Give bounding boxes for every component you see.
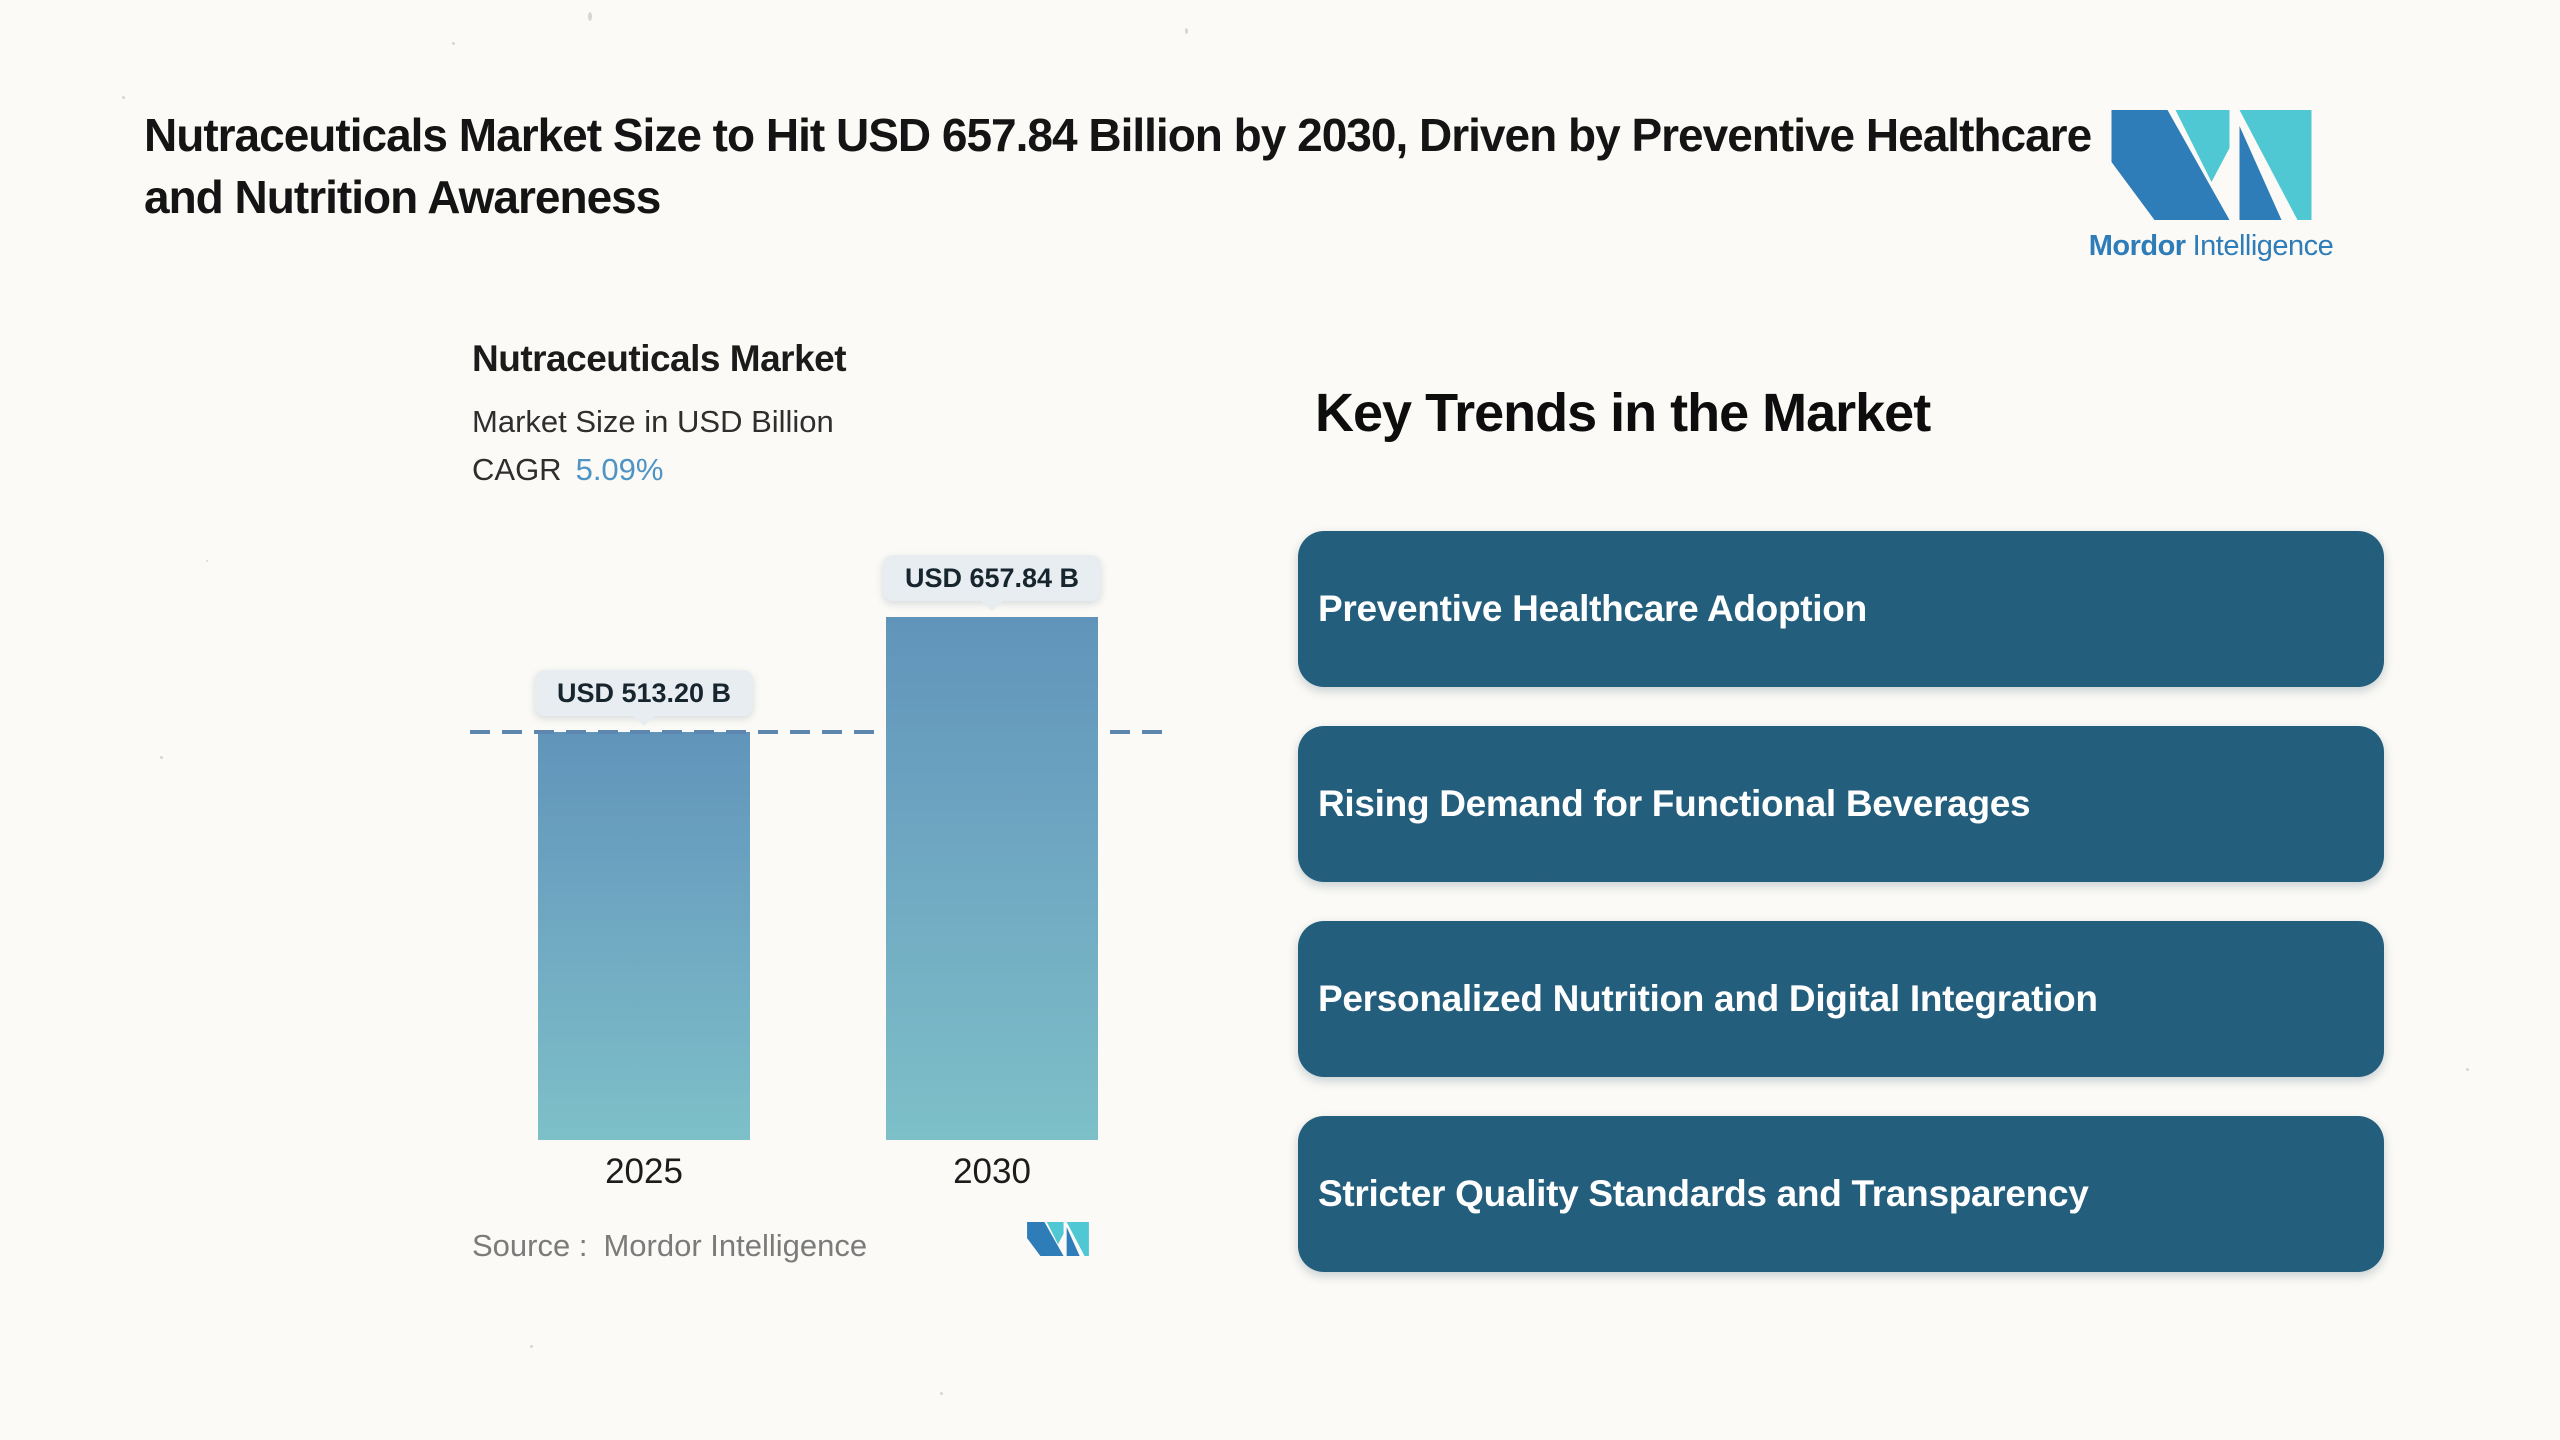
source-value: Mordor Intelligence <box>603 1228 868 1263</box>
background-speck <box>122 96 125 99</box>
trends-heading: Key Trends in the Market <box>1315 383 1931 443</box>
trend-pill-label: Rising Demand for Functional Beverages <box>1318 783 2031 824</box>
cagr-value: 5.09% <box>575 452 664 487</box>
reference-dashed-line <box>470 730 1170 734</box>
source-line: Source : Mordor Intelligence <box>472 1228 867 1264</box>
background-speck <box>160 756 163 759</box>
value-label-2030: USD 657.84 B <box>882 555 1102 601</box>
chart-cagr-line: CAGR 5.09% <box>472 452 663 488</box>
bar-2025 <box>538 732 750 1140</box>
background-speck <box>588 12 592 21</box>
x-axis-label-2030: 2030 <box>953 1152 1031 1191</box>
trend-pill-label: Preventive Healthcare Adoption <box>1318 588 1867 629</box>
x-axis-label-2025: 2025 <box>605 1152 683 1191</box>
page-title: Nutraceuticals Market Size to Hit USD 65… <box>144 109 2092 223</box>
brand-name-regular: Intelligence <box>2192 230 2334 262</box>
background-speck <box>452 42 455 45</box>
mordor-intelligence-logo-icon <box>2111 110 2311 220</box>
mordor-logo-mark-small-icon <box>1027 1222 1089 1256</box>
trend-pill-functional-beverages: Rising Demand for Functional Beverages <box>1298 726 2384 882</box>
background-speck <box>206 560 208 562</box>
background-speck <box>940 1392 943 1395</box>
trend-pill-quality-standards: Stricter Quality Standards and Transpare… <box>1298 1116 2384 1272</box>
brand-name-bold: Mordor <box>2088 230 2186 262</box>
bar-2030 <box>886 617 1098 1140</box>
value-label-2025: USD 513.20 B <box>534 670 754 716</box>
trends-list: Preventive Healthcare Adoption Rising De… <box>1298 531 2384 1311</box>
trend-pill-personalized-nutrition: Personalized Nutrition and Digital Integ… <box>1298 921 2384 1077</box>
brand-name: Mordor Intelligence <box>2085 230 2337 263</box>
bar-chart: USD 513.20 B USD 657.84 B <box>470 555 1170 1140</box>
background-speck <box>2466 1068 2469 1071</box>
chart-subtitle: Market Size in USD Billion <box>472 404 834 439</box>
source-label: Source : <box>472 1228 588 1263</box>
background-speck <box>1548 872 1550 874</box>
background-speck <box>530 1345 533 1348</box>
trend-pill-preventive-healthcare: Preventive Healthcare Adoption <box>1298 531 2384 687</box>
trend-pill-label: Personalized Nutrition and Digital Integ… <box>1318 978 2098 1019</box>
cagr-label: CAGR <box>472 452 562 487</box>
chart-title: Nutraceuticals Market <box>472 338 847 379</box>
brand-block: Mordor Intelligence <box>2085 110 2337 263</box>
trend-pill-label: Stricter Quality Standards and Transpare… <box>1318 1173 2089 1214</box>
background-speck <box>1185 28 1188 34</box>
